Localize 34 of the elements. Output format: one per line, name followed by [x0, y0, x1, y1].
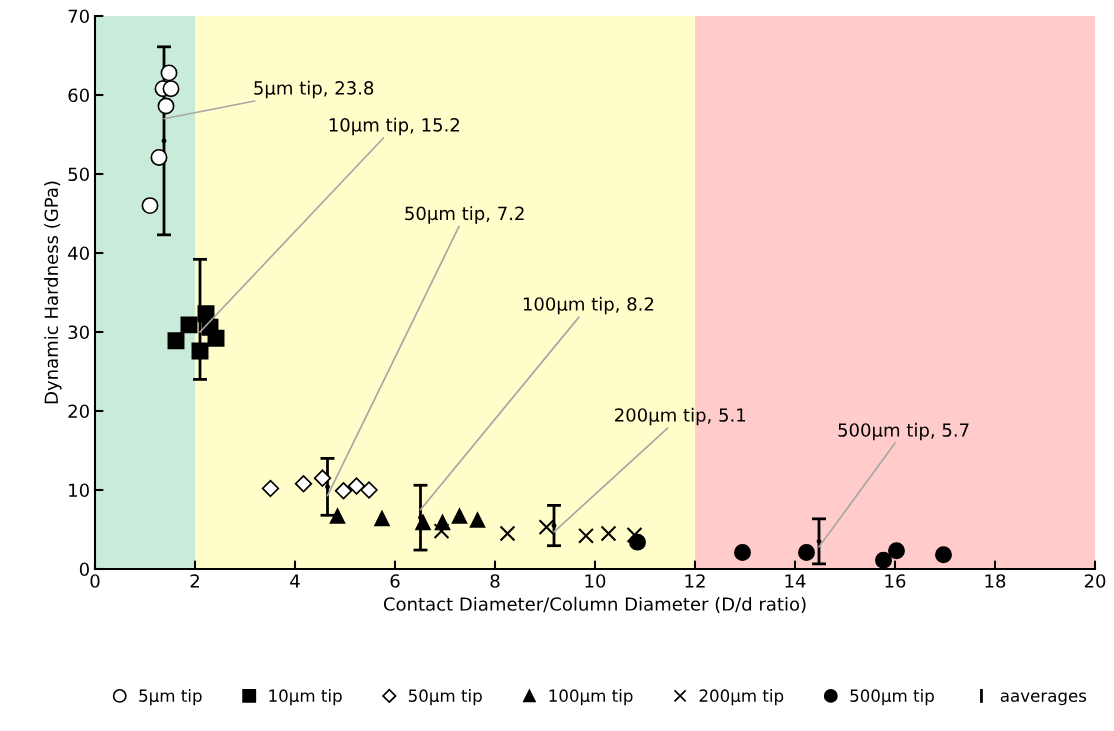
- y-tick-label: 0: [79, 562, 89, 577]
- annotation: 200µm tip, 5.1: [615, 407, 746, 426]
- x-tick-label: 14: [785, 574, 806, 588]
- legend-label: 10µm tip: [269, 689, 342, 706]
- x-tick-label: 6: [390, 574, 400, 588]
- y-tick-label: 10: [69, 483, 89, 498]
- x-tick-label: 4: [290, 574, 300, 588]
- annotation: 100µm tip, 8.2: [523, 296, 654, 315]
- legend-label: 500µm tip: [850, 689, 934, 706]
- x-tick-label: 12: [685, 574, 705, 588]
- x-tick-label: 20: [1084, 574, 1106, 588]
- y-axis-title: Dynamic Hardness (GPa): [44, 181, 62, 404]
- x-axis-title: Contact Diameter/Column Diameter (D/d ratio): [383, 596, 806, 613]
- legend-label: aaverages: [1000, 692, 1087, 706]
- annotation: 50µm tip, 7.2: [405, 206, 524, 224]
- annotation: 500µm tip, 5.7: [838, 422, 969, 441]
- annotation: 5µm tip, 23.8: [254, 80, 374, 99]
- y-tick-label: 70: [68, 9, 89, 24]
- x-tick-label: 10: [585, 574, 606, 588]
- x-tick-label: 8: [490, 574, 500, 588]
- annotation: 10µm tip, 15.2: [329, 117, 459, 136]
- legend-label: 100µm tip: [549, 689, 633, 706]
- y-tick-label: 40: [68, 246, 89, 261]
- y-tick-label: 20: [68, 404, 89, 419]
- x-tick-label: 2: [190, 574, 199, 588]
- y-tick-label: 30: [68, 325, 89, 340]
- x-tick-label: 18: [985, 574, 1006, 588]
- x-tick-label: 16: [885, 574, 906, 588]
- y-tick-label: 50: [68, 167, 89, 182]
- legend-label: 50µm tip: [408, 689, 482, 706]
- legend-label: 200µm tip: [699, 689, 784, 706]
- y-tick-label: 60: [68, 88, 89, 103]
- x-tick-label: 0: [90, 574, 100, 588]
- legend-label: 5µm tip: [139, 689, 202, 706]
